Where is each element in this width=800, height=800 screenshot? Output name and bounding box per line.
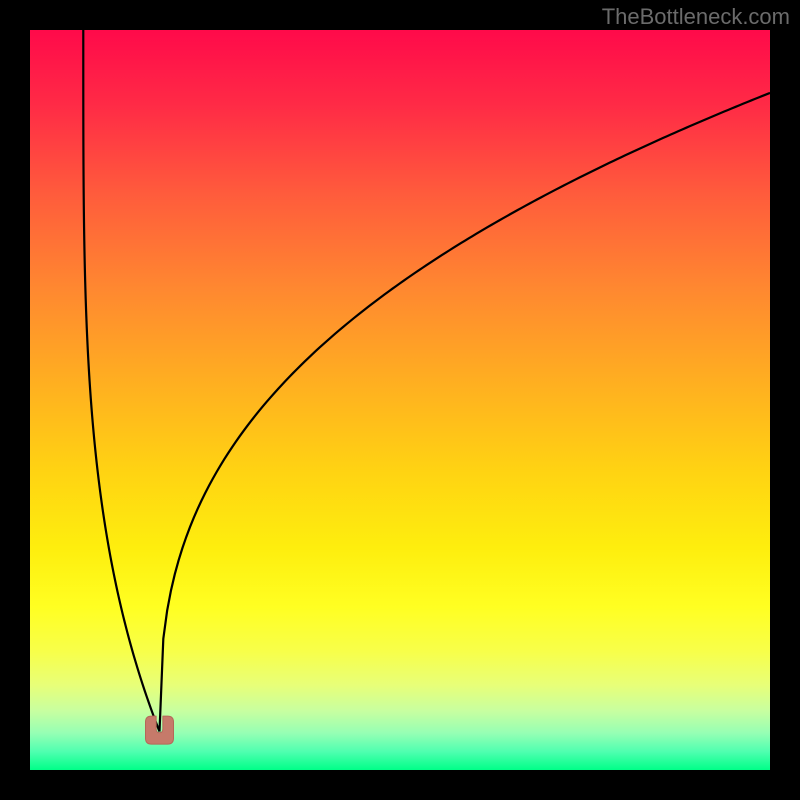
- chart-container: TheBottleneck.com: [0, 0, 800, 800]
- plot-area: [30, 30, 770, 770]
- gradient-background: [30, 30, 770, 770]
- watermark-text: TheBottleneck.com: [602, 4, 790, 30]
